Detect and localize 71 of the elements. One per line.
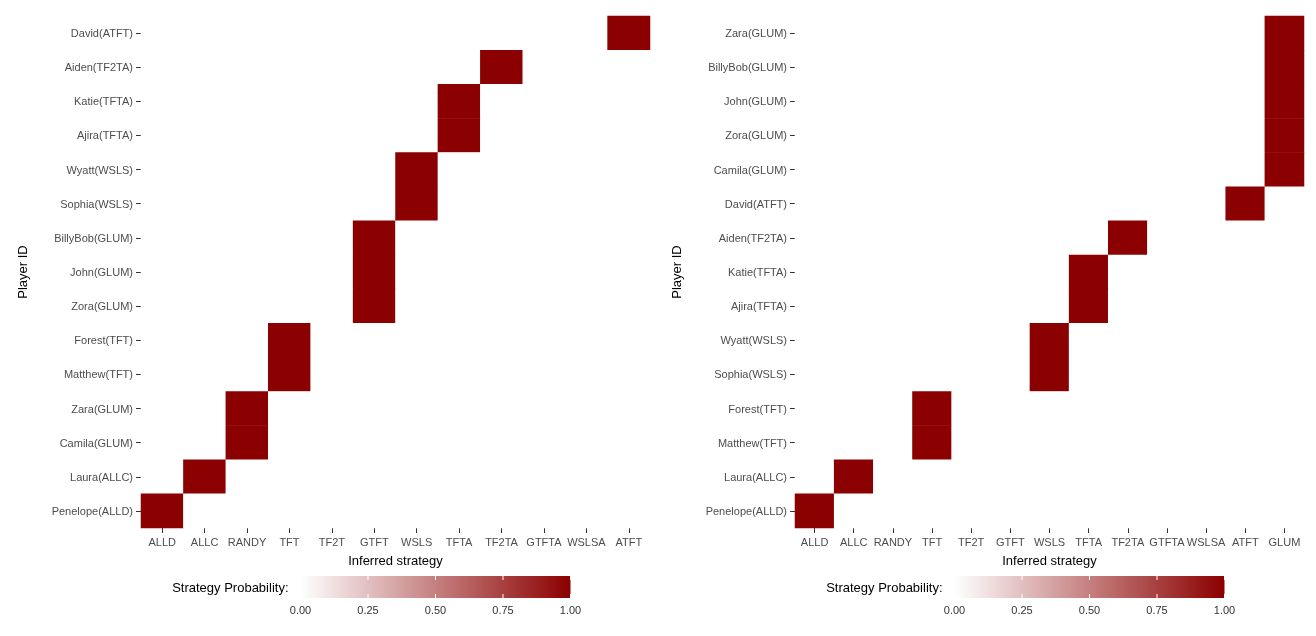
color-bar-title: Strategy Probability: xyxy=(826,579,943,595)
y-axis-title: Player ID xyxy=(15,245,30,299)
color-bar-label: 0.25 xyxy=(1011,603,1033,616)
y-tick-label: Matthew(TFT) xyxy=(717,436,787,449)
color-bar-label: 0.75 xyxy=(1146,603,1168,616)
x-tick-label: WSLS xyxy=(401,535,433,548)
y-tick-label: Matthew(TFT) xyxy=(63,368,133,381)
y-tick-label: Sophia(WSLS) xyxy=(714,368,787,381)
x-tick-label: TF2T xyxy=(318,535,346,548)
y-tick-label: Penelope(ALLD) xyxy=(51,504,133,517)
y-tick-label: Aiden(TF2TA) xyxy=(64,61,133,74)
x-tick-label: ALLD xyxy=(148,535,177,548)
x-tick-label: WSLS xyxy=(1033,535,1066,548)
y-tick-label: John(GLUM) xyxy=(724,95,787,108)
x-tick-label: ALLC xyxy=(839,535,868,548)
x-axis-title: Inferred strategy xyxy=(348,553,444,568)
y-tick-label: Ajira(TFTA) xyxy=(730,300,787,313)
y-tick-label: Penelope(ALLD) xyxy=(705,504,787,517)
y-tick-label: Laura(ALLC) xyxy=(70,470,133,483)
x-axis-title: Inferred strategy xyxy=(1002,553,1098,568)
x-tick-label: TF2T xyxy=(958,535,985,548)
y-axis-title: Player ID xyxy=(669,245,684,299)
color-bar-label: 0.25 xyxy=(357,603,379,616)
y-tick-label: Zara(GLUM) xyxy=(71,402,133,415)
y-tick-label: Aiden(TF2TA) xyxy=(718,231,787,244)
y-tick-label: Forest(TFT) xyxy=(728,402,787,415)
color-bar-title: Strategy Probability: xyxy=(172,579,289,595)
y-tick-label: Forest(TFT) xyxy=(74,334,133,347)
x-tick-label: TF2TA xyxy=(1111,535,1145,548)
y-tick-label: Laura(ALLC) xyxy=(724,470,787,483)
y-tick-label: Ajira(TFTA) xyxy=(76,129,133,142)
y-tick-label: Zora(GLUM) xyxy=(725,129,787,142)
x-tick-label: ALLD xyxy=(800,535,829,548)
color-bar-label: 0.50 xyxy=(1078,603,1101,616)
y-tick-label: Sophia(WSLS) xyxy=(60,197,133,210)
y-tick-label: BillyBob(GLUM) xyxy=(54,231,133,244)
y-tick-label: Zara(GLUM) xyxy=(725,27,787,40)
color-bar-label: 0.00 xyxy=(289,603,312,616)
x-tick-label: WSLSA xyxy=(567,535,607,548)
x-tick-label: RANDY xyxy=(873,535,913,548)
x-tick-label: GTFTA xyxy=(1149,535,1186,548)
y-tick-label: David(ATFT) xyxy=(724,197,787,210)
x-tick-label: WSLSA xyxy=(1186,535,1227,548)
color-bar-label: 0.00 xyxy=(943,603,966,616)
y-tick-label: Zora(GLUM) xyxy=(71,300,133,313)
x-tick-label: TF2TA xyxy=(485,535,519,548)
color-bar-label: 1.00 xyxy=(1213,603,1236,616)
x-tick-label: GLUM xyxy=(1268,535,1301,548)
y-tick-label: Wyatt(WSLS) xyxy=(66,163,133,176)
y-tick-label: Wyatt(WSLS) xyxy=(720,334,787,347)
x-tick-label: GTFT xyxy=(359,535,389,548)
y-tick-label: Katie(TFTA) xyxy=(73,95,133,108)
color-bar-label: 0.75 xyxy=(492,603,514,616)
y-tick-label: David(ATFT) xyxy=(70,27,133,40)
y-tick-label: John(GLUM) xyxy=(70,266,133,278)
color-bar-label: 1.00 xyxy=(559,603,582,616)
color-bar-label: 0.50 xyxy=(424,603,447,616)
x-tick-label: ATFT xyxy=(1231,535,1259,548)
y-tick-label: BillyBob(GLUM) xyxy=(708,61,787,74)
x-tick-label: TFTA xyxy=(1075,535,1103,548)
x-tick-label: ATFT xyxy=(615,535,643,548)
x-tick-label: GTFTA xyxy=(526,535,563,548)
x-tick-label: TFTA xyxy=(445,535,474,548)
x-tick-label: TFT xyxy=(921,535,943,548)
y-tick-label: Camila(GLUM) xyxy=(713,163,787,176)
x-tick-label: ALLC xyxy=(190,535,219,548)
y-tick-label: Camila(GLUM) xyxy=(59,436,133,449)
x-tick-label: TFT xyxy=(279,535,300,548)
y-tick-label: Katie(TFTA) xyxy=(727,266,787,278)
x-tick-label: RANDY xyxy=(227,535,267,548)
x-tick-label: GTFT xyxy=(995,535,1025,548)
